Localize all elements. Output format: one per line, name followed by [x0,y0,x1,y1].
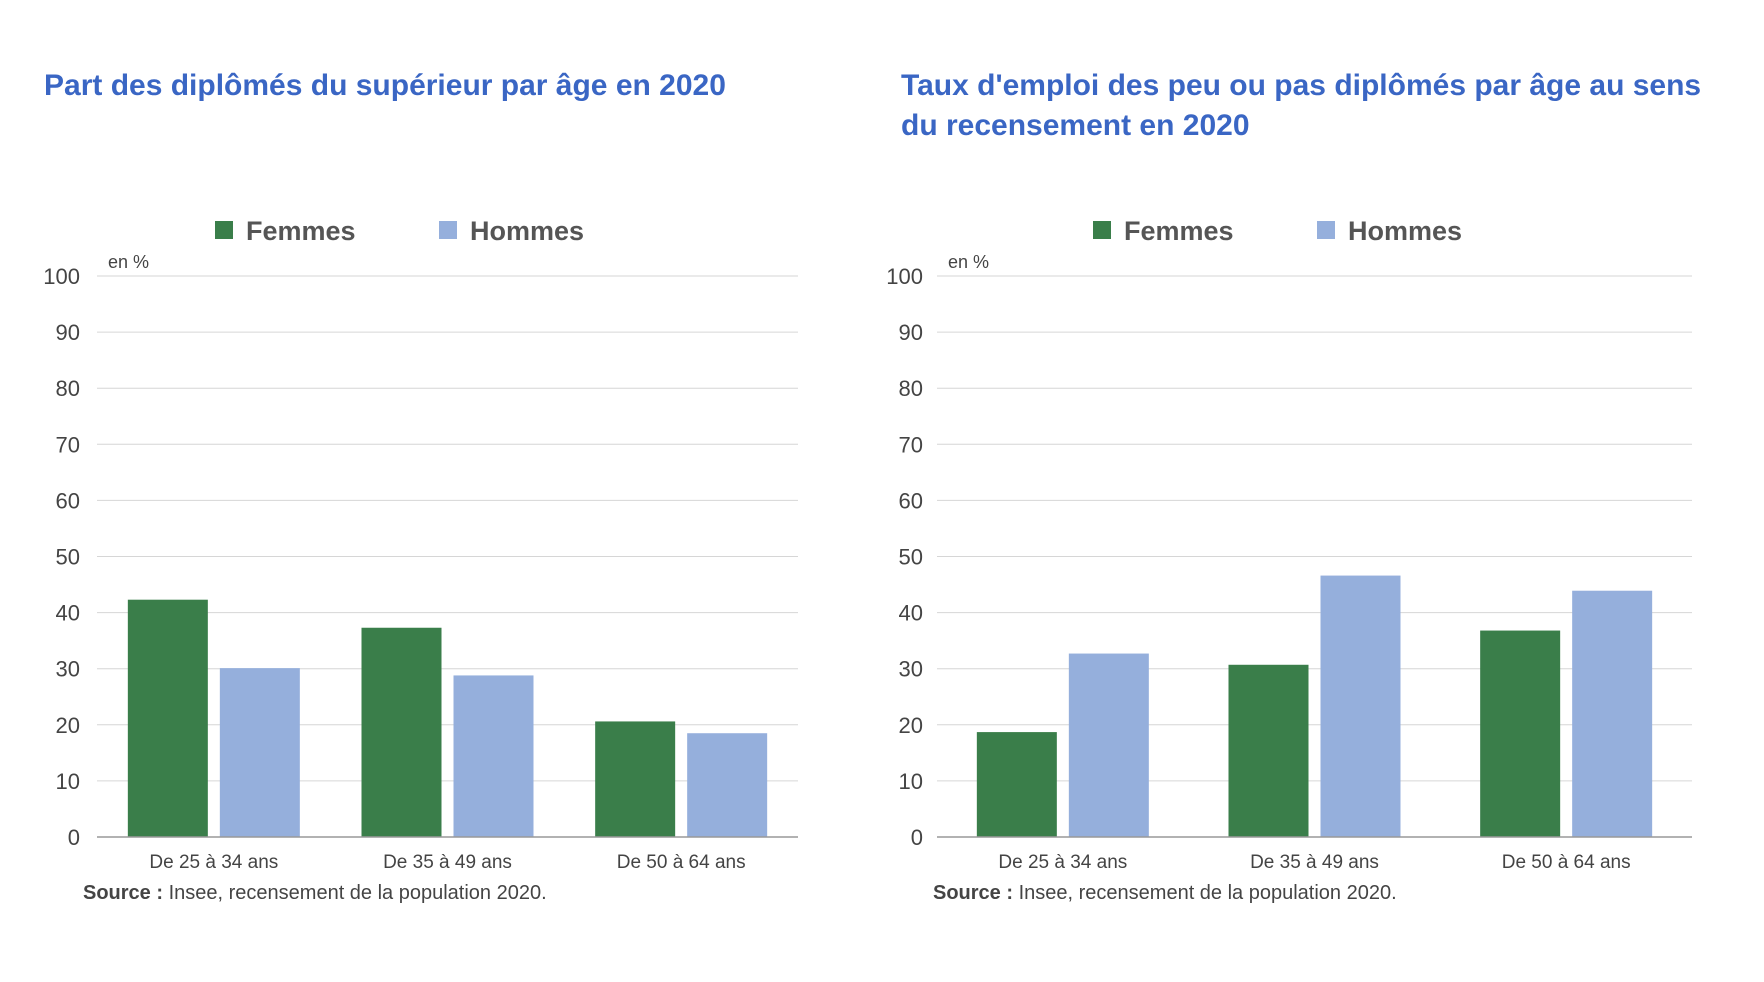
legend-swatch-hommes [439,221,457,239]
legend-swatch-femmes [1093,221,1111,239]
x-tick-label: De 35 à 49 ans [383,852,512,873]
y-tick-label: 20 [56,713,80,738]
y-tick-label: 80 [899,376,923,401]
y-tick-label: 80 [56,376,80,401]
chart-title: Part des diplômés du supérieur par âge e… [44,69,726,102]
y-tick-label: 20 [899,713,923,738]
source-text: Insee, recensement de la population 2020… [168,882,547,904]
source-note: Source : Insee, recensement de la popula… [83,882,547,905]
chart-panel-taux-emploi: Taux d'emploi des peu ou pas diplômés pa… [886,0,1757,982]
legend-label-femmes: Femmes [1124,216,1234,246]
legend-swatch-femmes [215,221,233,239]
chart-panel-diplomes-superieur: Part des diplômés du supérieur par âge e… [40,0,900,982]
source-label: Source : [83,882,164,904]
source-text: Insee, recensement de la population 2020… [1018,882,1397,904]
x-tick-label: De 50 à 64 ans [1502,852,1631,873]
y-tick-label: 70 [899,432,923,457]
x-tick-label: De 25 à 34 ans [149,852,278,873]
y-unit-label: en % [108,252,149,272]
legend-swatch-hommes [1317,221,1335,239]
bar-femmes-de-35-a-49-ans [361,627,442,837]
source-label: Source : [933,882,1014,904]
y-tick-label: 30 [56,657,80,682]
y-tick-label: 10 [899,769,923,794]
y-tick-label: 10 [56,769,80,794]
bar-hommes-de-50-a-64-ans [687,733,768,837]
bar-hommes-de-35-a-49-ans [453,675,534,837]
legend-label-hommes: Hommes [470,216,584,246]
y-tick-label: 40 [56,601,80,626]
bar-hommes-de-25-a-34-ans [219,668,300,837]
source-note: Source : Insee, recensement de la popula… [933,882,1397,905]
bar-hommes-de-25-a-34-ans [1068,653,1149,837]
bar-femmes-de-50-a-64-ans [1480,630,1561,837]
y-tick-label: 50 [899,545,923,570]
y-tick-label: 40 [899,601,923,626]
y-tick-label: 0 [911,825,923,850]
legend-label-hommes: Hommes [1348,216,1462,246]
x-tick-label: De 50 à 64 ans [617,852,746,873]
bar-femmes-de-50-a-64-ans [595,721,676,837]
bar-femmes-de-25-a-34-ans [976,732,1057,837]
y-tick-label: 100 [43,264,80,289]
y-tick-label: 50 [56,545,80,570]
y-tick-label: 60 [56,488,80,513]
bar-femmes-de-35-a-49-ans [1228,664,1309,837]
y-tick-label: 0 [68,825,80,850]
y-tick-label: 70 [56,432,80,457]
x-tick-label: De 25 à 34 ans [998,852,1127,873]
legend-label-femmes: Femmes [246,216,356,246]
chart-title: Taux d'emploi des peu ou pas diplômés pa… [901,69,1702,142]
y-tick-label: 60 [899,488,923,513]
bar-hommes-de-50-a-64-ans [1572,590,1653,837]
x-tick-label: De 35 à 49 ans [1250,852,1379,873]
y-tick-label: 100 [886,264,923,289]
y-tick-label: 30 [899,657,923,682]
y-tick-label: 90 [56,320,80,345]
y-unit-label: en % [948,252,989,272]
y-tick-label: 90 [899,320,923,345]
bar-chart-diplomes-superieur: Femmes Hommes en % 0 10 20 30 40 50 60 70 80 90 100 De… [43,216,798,873]
bar-femmes-de-25-a-34-ans [127,599,208,837]
bar-hommes-de-35-a-49-ans [1320,575,1401,837]
bar-chart-taux-emploi: Femmes Hommes en % 0 10 20 30 40 50 60 70 80 90 100 De… [886,216,1692,873]
